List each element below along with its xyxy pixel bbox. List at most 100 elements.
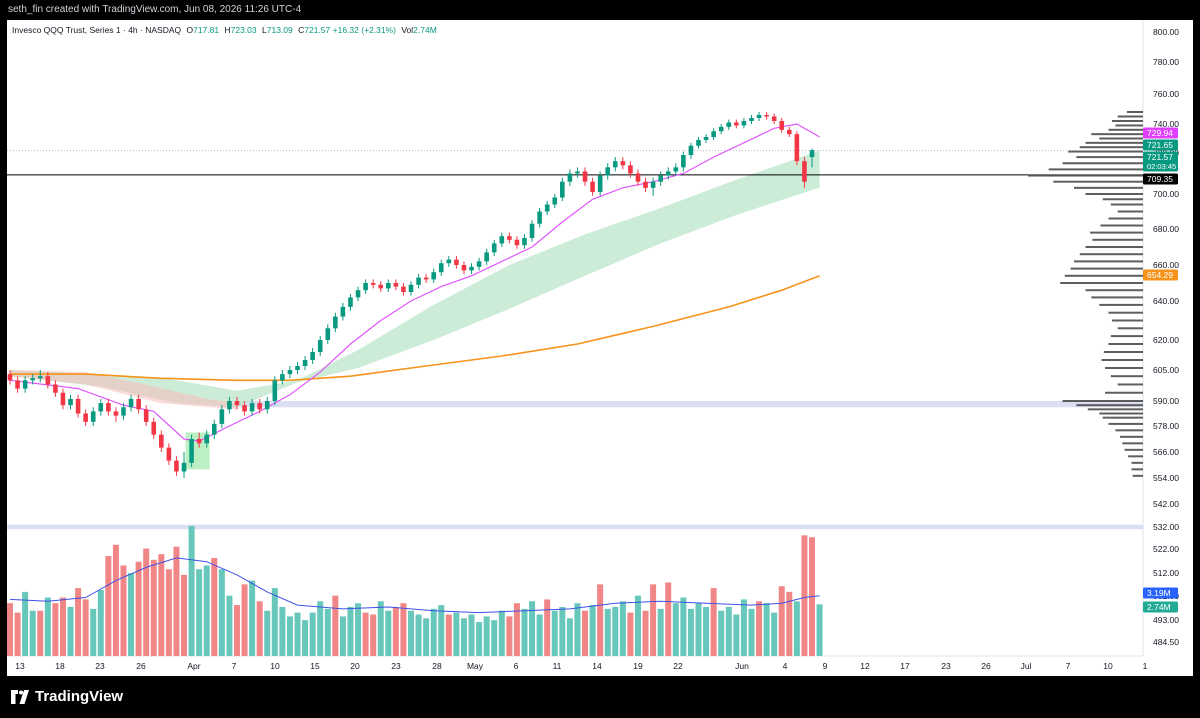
volume-profile-bar xyxy=(1076,156,1143,159)
volume-profile-bar xyxy=(1102,416,1143,419)
candle-body xyxy=(340,306,346,317)
volume-profile-bar xyxy=(1124,448,1143,451)
volume-bar xyxy=(445,614,452,656)
volume-bar xyxy=(135,561,142,656)
candle-body xyxy=(438,263,444,273)
candle-body xyxy=(703,137,709,140)
candle-body xyxy=(128,398,134,408)
time-tick-label: 1 xyxy=(1143,661,1148,671)
candle-body xyxy=(575,171,580,174)
volume-profile-bar xyxy=(1111,120,1143,122)
volume-profile-bar xyxy=(1126,111,1143,113)
volume-bar xyxy=(302,620,309,656)
open-label: O xyxy=(186,25,194,35)
low-value: 713.09 xyxy=(266,25,293,35)
candle-body xyxy=(272,380,278,401)
volume-bar xyxy=(90,608,97,656)
chart-frame[interactable]: 800.00780.00760.00740.00720.00700.00680.… xyxy=(7,20,1193,676)
volume-profile-bar xyxy=(1074,260,1143,263)
volume-bar xyxy=(347,606,354,656)
volume-profile-bar xyxy=(1122,442,1143,445)
volume-bar xyxy=(597,584,604,656)
volume-bar xyxy=(756,601,763,656)
candle-body xyxy=(189,439,194,463)
candle-body xyxy=(257,403,262,410)
volume-bar xyxy=(506,616,513,656)
high-label: H xyxy=(224,25,231,35)
candle-body xyxy=(499,236,505,244)
price-tick-label: 605.00 xyxy=(1153,365,1179,375)
candle-body xyxy=(310,352,315,360)
candle-body xyxy=(302,360,308,366)
candle-body xyxy=(53,384,58,393)
ema-cloud-bearish xyxy=(10,370,237,410)
volume-bar xyxy=(589,605,596,656)
time-tick-label: 26 xyxy=(981,661,991,671)
volume-profile-bar xyxy=(1117,210,1143,213)
time-tick-label: 11 xyxy=(553,661,562,671)
volume-ma-line xyxy=(9,557,820,614)
price-tick-label: 578.00 xyxy=(1153,421,1179,431)
price-tick-label: 800.00 xyxy=(1153,27,1179,37)
time-tick-label: 13 xyxy=(15,661,25,671)
candle-body xyxy=(393,283,399,287)
price-tick-label: 542.00 xyxy=(1153,499,1179,509)
volume-bar xyxy=(725,606,732,656)
tradingview-brand[interactable]: TradingView xyxy=(10,688,123,705)
price-tick-label: 512.00 xyxy=(1153,568,1179,578)
volume-profile-bar xyxy=(1085,246,1143,248)
candle-body xyxy=(166,447,172,461)
candle-body xyxy=(787,129,792,135)
volume-bar xyxy=(271,588,278,656)
time-tick-label: 10 xyxy=(270,661,280,671)
time-tick-label: Jul xyxy=(1021,661,1032,671)
candle-body xyxy=(211,423,217,435)
time-tick-label: 20 xyxy=(350,661,360,671)
price-tick-label: 660.00 xyxy=(1153,260,1179,270)
volume-bar xyxy=(165,569,172,656)
volume-profile-bar xyxy=(1085,289,1143,292)
volume-bar xyxy=(703,606,710,656)
volume-profile-bar xyxy=(1092,238,1143,241)
time-tick-label: 12 xyxy=(860,661,870,671)
price-tag-label: 721.65 xyxy=(1147,140,1173,150)
candle-body xyxy=(673,167,679,172)
price-tag xyxy=(1143,269,1178,281)
volume-bar xyxy=(483,616,490,656)
volume-profile-bar xyxy=(1062,162,1143,165)
price-tag xyxy=(1143,601,1178,613)
time-tick-label: 19 xyxy=(633,661,643,671)
price-tag-label: 2.74M xyxy=(1147,602,1171,612)
volume-bar xyxy=(650,584,657,656)
symbol-title: Invesco QQQ Trust, Series 1 · 4h · NASDA… xyxy=(12,25,182,35)
volume-bar xyxy=(687,608,694,656)
candle-body xyxy=(802,161,807,182)
candle-body xyxy=(37,376,43,379)
volume-profile-bar xyxy=(1101,359,1143,361)
candle-body xyxy=(454,259,459,265)
volume-bar xyxy=(627,612,634,656)
time-tick-label: 22 xyxy=(673,661,683,671)
candle-body xyxy=(726,122,732,127)
volume-profile-bar xyxy=(1108,311,1143,314)
volume-bar xyxy=(529,601,536,656)
volume-bar xyxy=(642,610,649,656)
volume-profile-bar xyxy=(1131,461,1143,464)
volume-bar xyxy=(408,610,414,656)
time-tick-label: 6 xyxy=(514,661,519,671)
price-tick-label: 760.00 xyxy=(1153,89,1179,99)
candle-body xyxy=(507,236,512,240)
price-tick-label: 620.00 xyxy=(1153,335,1179,345)
volume-bar xyxy=(763,603,770,656)
candle-body xyxy=(809,150,815,158)
candle-body xyxy=(567,173,573,182)
symbol-legend: Invesco QQQ Trust, Series 1 · 4h · NASDA… xyxy=(12,25,437,35)
time-tick-label: 7 xyxy=(1066,661,1071,671)
candle-body xyxy=(643,181,648,188)
price-tag xyxy=(1143,127,1178,139)
volume-profile-bar xyxy=(1099,137,1143,140)
volume-bar xyxy=(211,557,218,656)
volume-profile-bar xyxy=(1085,193,1143,195)
time-tick-label: 9 xyxy=(823,661,828,671)
chart-canvas[interactable]: 800.00780.00760.00740.00720.00700.00680.… xyxy=(7,20,1193,676)
